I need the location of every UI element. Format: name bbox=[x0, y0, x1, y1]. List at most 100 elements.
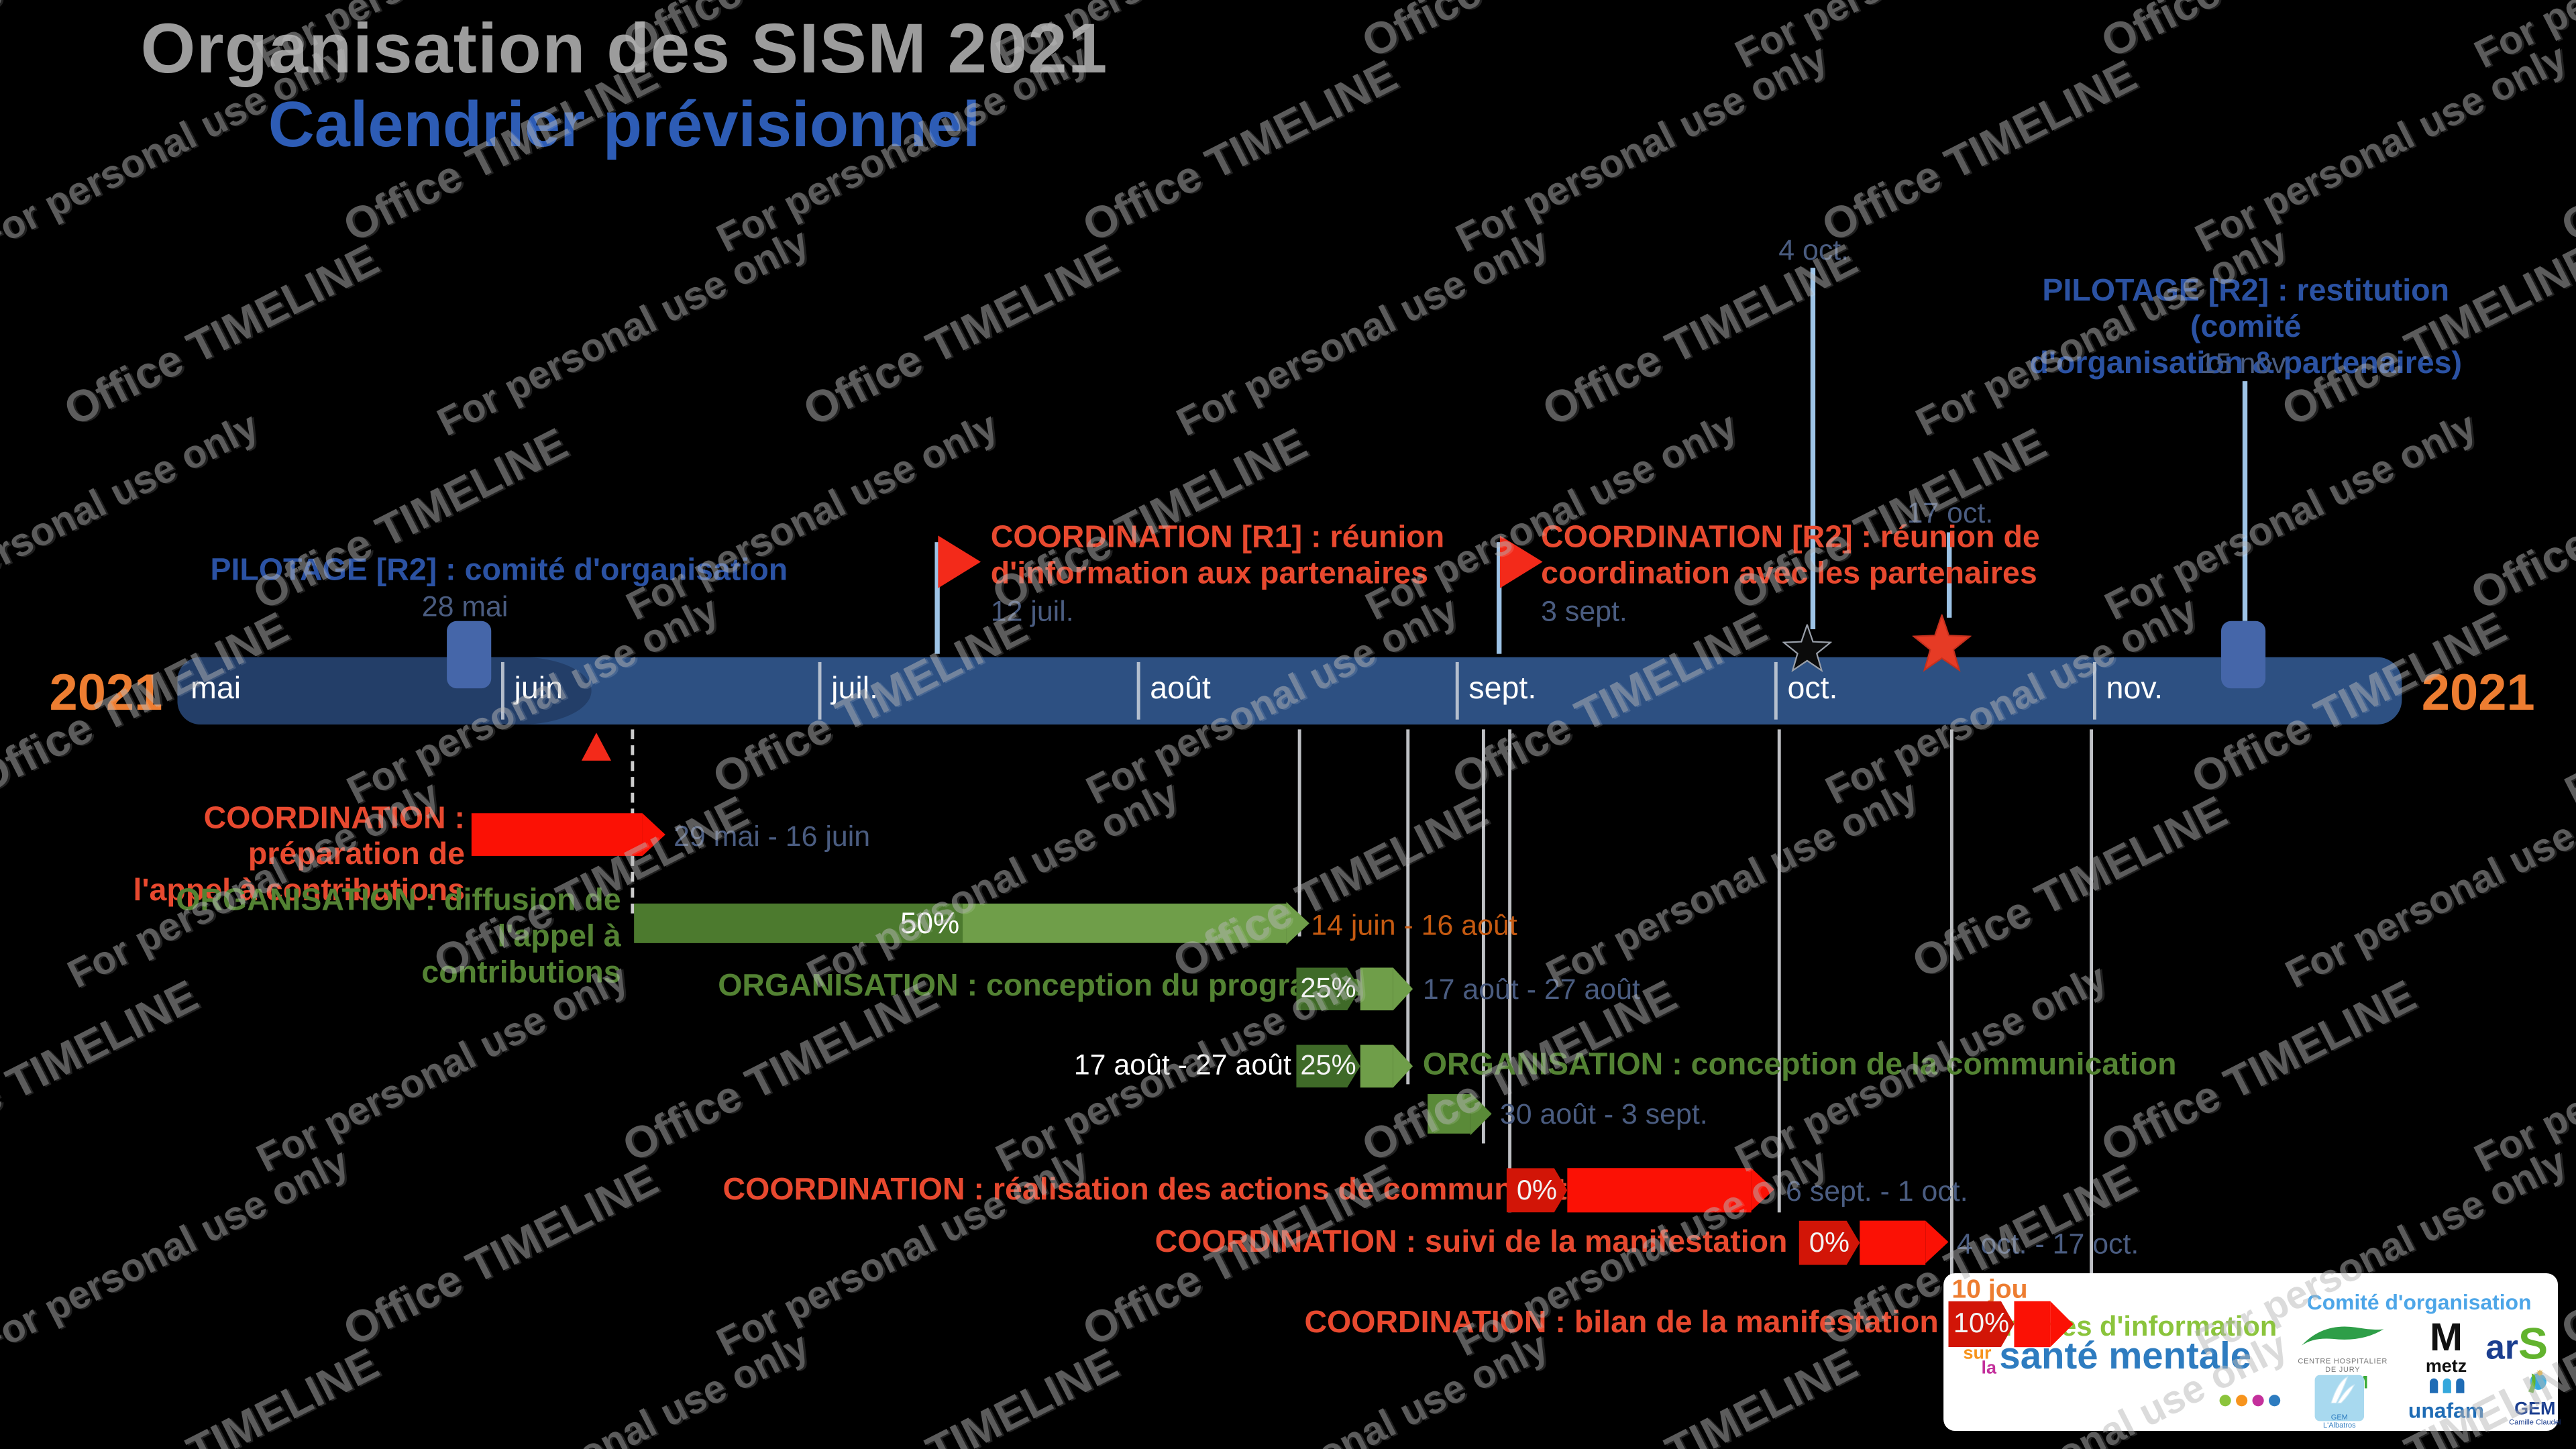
year-label-right: 2021 bbox=[2421, 663, 2535, 722]
gem-figure-icon bbox=[2528, 1369, 2546, 1393]
watermark-text: For personal use only bbox=[1540, 771, 1925, 998]
task5-dates: 30 août - 3 sept. bbox=[1499, 1097, 1708, 1130]
watermark-text: Office TIMELINE bbox=[796, 1338, 1126, 1449]
milestone-date-3-sept: 3 sept. bbox=[1541, 594, 1627, 628]
watermark-text: For personal use only bbox=[1170, 1324, 1556, 1449]
watermark-text: For personal use only bbox=[2188, 36, 2574, 262]
albatros-feather-icon bbox=[2330, 1375, 2355, 1404]
task1-label-l2: l'appel à contributions bbox=[133, 873, 466, 909]
task2-label-l2: contributions bbox=[421, 956, 621, 991]
watermark-text: For personal use only bbox=[431, 1324, 816, 1449]
month-label-août: août bbox=[1150, 672, 1211, 707]
milestone-date-12-juil: 12 juil. bbox=[990, 594, 1074, 628]
milestone-date-4-oct: 4 oct. bbox=[1778, 233, 1849, 266]
watermark-text: Office TIMELINE bbox=[0, 971, 206, 1172]
month-label-oct: oct. bbox=[1787, 672, 1838, 707]
date-gridline bbox=[1949, 729, 1953, 1298]
watermark-text: For personal use only bbox=[431, 219, 816, 446]
connector-line-3-sept bbox=[1497, 542, 1501, 654]
task2-bar-completed bbox=[634, 903, 963, 943]
albatros-logo: GEM L'Albatros bbox=[2314, 1375, 2365, 1430]
watermark-text: For personal use only bbox=[1449, 36, 1835, 262]
watermark-text: For personal use only bbox=[2468, 0, 2576, 79]
unafam-people-icon bbox=[2397, 1372, 2496, 1401]
task8-label: COORDINATION : bilan de la manifestation bbox=[1304, 1305, 1939, 1341]
clsm-caption: CENTRE HOSPITALIER DE JURY bbox=[2298, 1356, 2388, 1374]
red-triangle-marker bbox=[581, 733, 612, 761]
page-subtitle: Calendrier prévisionnel bbox=[268, 90, 981, 162]
month-divider bbox=[2093, 661, 2096, 720]
blue-square-marker-28-mai bbox=[447, 621, 492, 689]
ars-s: S bbox=[2518, 1319, 2548, 1369]
milestone-label-coordination-r2-l2: coordination avec les partenaires bbox=[1541, 557, 2037, 592]
sism-logo-sur: sur bbox=[1963, 1344, 1992, 1364]
date-gridline bbox=[1481, 729, 1485, 1144]
task4-bar-arrowhead bbox=[1393, 1044, 1413, 1088]
milestone-label-restitution-l2: d'organisation & partenaires) bbox=[2029, 346, 2463, 382]
milestone-label-restitution-l1: PILOTAGE [R2] : restitution (comité bbox=[2042, 274, 2450, 345]
black-star-marker-4-oct bbox=[1782, 624, 1832, 672]
task8-percent: 10% bbox=[1948, 1301, 2014, 1348]
task6-percent: 0% bbox=[1507, 1168, 1568, 1212]
watermark-text: For personal use only bbox=[800, 771, 1186, 998]
task4-bar bbox=[1360, 1044, 1393, 1088]
comite-organisation-title: Comité d'organisation bbox=[2306, 1289, 2532, 1315]
watermark-text: Office TIMELINE bbox=[335, 1155, 666, 1356]
watermark-text: For personal use only bbox=[2279, 771, 2576, 998]
albatros-caption: GEM L'Albatros bbox=[2323, 1413, 2356, 1430]
task6-bar bbox=[1567, 1168, 1752, 1213]
task6-label: COORDINATION : réalisation des actions d… bbox=[722, 1173, 1614, 1208]
task4-label: ORGANISATION : conception de la communic… bbox=[1422, 1048, 2177, 1083]
month-divider bbox=[1136, 661, 1140, 720]
sism-logo-dots bbox=[2219, 1385, 2281, 1414]
page-title: Organisation des SISM 2021 bbox=[140, 9, 1108, 89]
month-divider bbox=[1455, 661, 1459, 720]
task5-bar-arrowhead bbox=[1470, 1092, 1492, 1136]
watermark-text: Office TIMELINE bbox=[1904, 787, 2235, 988]
red-flag-marker-3-sept bbox=[1499, 535, 1543, 588]
watermark-text: Office TIMELINE bbox=[796, 235, 1126, 436]
gem-logo: GEM Camille Claudel bbox=[2506, 1368, 2565, 1426]
watermark-text: Office TIMELINE bbox=[1354, 0, 1685, 69]
watermark-text: For personal use only bbox=[1729, 0, 2114, 79]
task1-label-l1: COORDINATION : préparation de bbox=[203, 802, 466, 873]
milestone-date-15-nov: 15 nov. bbox=[2200, 346, 2292, 380]
month-label-nov: nov. bbox=[2106, 672, 2163, 707]
task6-dates: 6 sept. - 1 oct. bbox=[1786, 1175, 1968, 1208]
clsm-swoosh-icon bbox=[2302, 1326, 2384, 1346]
task7-percent: 0% bbox=[1799, 1221, 1860, 1265]
watermark-text: For personal use only bbox=[2098, 404, 2484, 630]
task8-bar bbox=[2014, 1301, 2051, 1348]
red-flag-marker-12-juil bbox=[938, 535, 981, 588]
task6-bar-arrowhead bbox=[1751, 1168, 1774, 1211]
blue-square-marker-15-nov bbox=[2221, 621, 2266, 689]
metz-logo: M metz bbox=[2414, 1316, 2479, 1377]
task4-percent: 25% bbox=[1296, 1045, 1360, 1088]
connector-line-4-oct bbox=[1810, 268, 1815, 629]
month-label-sept: sept. bbox=[1468, 672, 1537, 707]
task2-bar-arrowhead bbox=[1286, 902, 1309, 945]
task4-dates: 17 août - 27 août bbox=[1073, 1048, 1291, 1081]
month-divider bbox=[818, 661, 822, 720]
gem-wordmark: GEM bbox=[2514, 1399, 2556, 1419]
milestone-date-28-mai: 28 mai bbox=[421, 590, 508, 623]
task1-bar-arrowhead bbox=[642, 813, 665, 856]
ars-logo: arS bbox=[2485, 1320, 2548, 1371]
task3-bar-arrowhead bbox=[1393, 967, 1413, 1011]
date-gridline bbox=[1406, 729, 1410, 1085]
task3-bar bbox=[1360, 967, 1393, 1011]
date-gridline bbox=[1297, 729, 1301, 936]
milestone-date-17-oct: 17 oct. bbox=[1907, 496, 1994, 529]
metz-m-icon: M bbox=[2430, 1316, 2463, 1360]
milestone-label-comite-organisation: PILOTAGE [R2] : comité d'organisation bbox=[210, 553, 788, 588]
milestone-label-coordination-r1-l2: d'information aux partenaires bbox=[990, 557, 1429, 592]
task5-bar bbox=[1428, 1094, 1470, 1134]
date-gridline bbox=[1508, 729, 1512, 1213]
task7-label: COORDINATION : suivi de la manifestation bbox=[1155, 1225, 1788, 1260]
month-label-juin: juin bbox=[514, 672, 563, 707]
connector-line-15-nov bbox=[2242, 381, 2247, 621]
gem-caption: Camille Claudel bbox=[2509, 1417, 2561, 1426]
year-label-left: 2021 bbox=[49, 663, 163, 722]
metz-wordmark: metz bbox=[2425, 1356, 2467, 1377]
